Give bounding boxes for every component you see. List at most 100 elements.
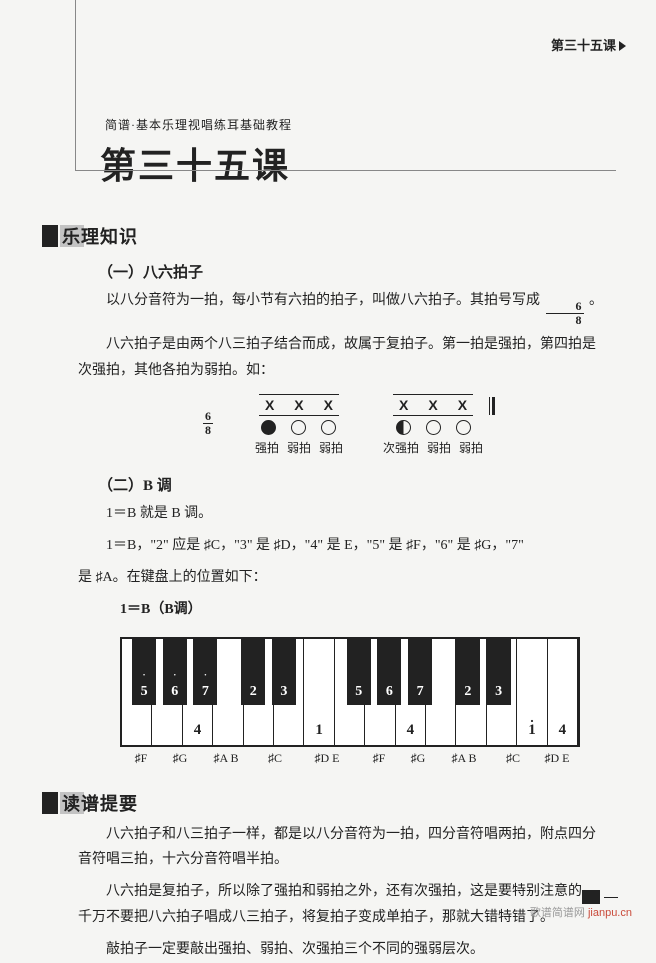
paragraph: 以八分音符为一拍，每小节有六拍的拍子，叫做八六拍子。其拍号写成 6 8 。 xyxy=(78,288,606,326)
x-row: X X X xyxy=(259,394,339,416)
rule-vertical xyxy=(75,0,76,170)
beat-group-secondary: X X X 次强拍 弱拍 弱拍 xyxy=(383,394,483,456)
black-key: 3 xyxy=(487,639,511,705)
circle-icon xyxy=(426,420,441,435)
ts-den: 8 xyxy=(203,423,213,437)
block-icon xyxy=(42,792,58,814)
section-music-theory: 乐理知识 xyxy=(42,223,616,249)
keyboard-label: ♯D E xyxy=(534,751,580,766)
black-key: 6· xyxy=(163,639,187,705)
text: 。 xyxy=(589,293,603,308)
beat-x: X xyxy=(294,397,303,413)
paragraph: 八六拍子是由两个八三拍子结合而成，故属于复拍子。第一拍是强拍，第四拍是次强拍，其… xyxy=(78,332,606,384)
key-number: 3 xyxy=(495,684,502,700)
circle-half-icon xyxy=(396,420,411,435)
key-number: 4 xyxy=(407,722,415,739)
beat-x: X xyxy=(428,397,437,413)
watermark: 歌谱简谱网 jianpu.cn xyxy=(530,904,632,920)
key-number: 7 xyxy=(202,684,209,700)
paragraph: 敲拍子一定要敲出强拍、弱拍、次强拍三个不同的强弱层次。 xyxy=(78,937,606,963)
keyboard-label: ♯A B xyxy=(198,751,254,766)
key-number: 4 xyxy=(194,722,202,739)
black-key: 7· xyxy=(193,639,217,705)
beat-label: 次强拍 xyxy=(383,439,419,456)
paragraph: 1＝B 就是 B 调。 xyxy=(78,501,606,527)
key-number: 3 xyxy=(280,684,287,700)
white-key xyxy=(213,639,243,745)
keyboard-label: ♯F xyxy=(120,751,162,766)
subheading-b-key: （二）B 调 xyxy=(98,474,616,495)
black-key: 5 xyxy=(347,639,371,705)
beat-x: X xyxy=(458,397,467,413)
beat-label: 弱拍 xyxy=(319,439,343,456)
key-number: 2 xyxy=(464,684,471,700)
paragraph: 1＝B，"2" 应是 ♯C，"3" 是 ♯D，"4" 是 E，"5" 是 ♯F，… xyxy=(78,533,606,559)
circle-filled-icon xyxy=(261,420,276,435)
watermark-text: 歌谱简谱网 xyxy=(530,907,588,919)
paragraph: 八六拍子和八三拍子一样，都是以八分音符为一拍，四分音符唱两拍，附点四分音符唱三拍… xyxy=(78,822,606,874)
rule-horizontal xyxy=(75,170,616,171)
white-key: 1 xyxy=(304,639,334,745)
text: 以八分音符为一拍，每小节有六拍的拍子，叫做八六拍子。其拍号写成 xyxy=(106,293,540,308)
circle-icon xyxy=(456,420,471,435)
ts-num: 6 xyxy=(548,300,582,313)
beat-diagram: 6 8 X X X 强拍 弱拍 弱拍 X X X xyxy=(80,394,616,456)
section-title: 读谱提要 xyxy=(62,790,138,816)
key-number: 6 xyxy=(171,684,178,700)
black-key: 3 xyxy=(272,639,296,705)
beat-label: 强拍 xyxy=(255,439,279,456)
key-number: 4 xyxy=(559,722,567,739)
label-row: 强拍 弱拍 弱拍 xyxy=(255,439,343,456)
keyboard-label: ♯C xyxy=(254,751,296,766)
keyboard-label: ♯D E xyxy=(296,751,358,766)
beat-label: 弱拍 xyxy=(287,439,311,456)
lesson-title: 第三十五课 xyxy=(100,137,616,189)
watermark-link: jianpu.cn xyxy=(588,907,632,919)
book-subtitle: 简谱·基本乐理视唱练耳基础教程 xyxy=(105,116,616,133)
square-icon xyxy=(582,890,600,904)
circle-icon xyxy=(321,420,336,435)
keyboard-label: ♯G xyxy=(162,751,198,766)
beat-x: X xyxy=(265,397,274,413)
keyboard-label: ♯A B xyxy=(436,751,492,766)
black-key: 7 xyxy=(408,639,432,705)
beat-label: 弱拍 xyxy=(427,439,451,456)
paragraph: 是 ♯A。在键盘上的位置如下： xyxy=(78,565,606,591)
time-signature: 6 8 xyxy=(203,410,213,436)
keyboard-label: ♯C xyxy=(492,751,534,766)
key-number: 7 xyxy=(417,684,424,700)
beat-x: X xyxy=(399,397,408,413)
line-icon xyxy=(604,897,618,898)
paragraph: 八六拍是复拍子，所以除了强拍和弱拍之外，还有次强拍，这是要特别注意的。千万不要把… xyxy=(78,879,606,931)
key-number: 1 xyxy=(315,722,323,739)
section-title: 乐理知识 xyxy=(62,223,138,249)
circle-row xyxy=(396,420,471,435)
key-number: 6 xyxy=(386,684,393,700)
ts-den: 8 xyxy=(546,313,584,327)
beat-label: 弱拍 xyxy=(459,439,483,456)
black-key: 2 xyxy=(456,639,480,705)
ts-num: 6 xyxy=(205,410,211,423)
label-row: 次强拍 弱拍 弱拍 xyxy=(383,439,483,456)
circle-row xyxy=(261,420,336,435)
key-label: 1＝B（B调） xyxy=(78,597,606,623)
key-number: 2 xyxy=(250,684,257,700)
double-barline-icon xyxy=(489,397,495,415)
key-number: 5 xyxy=(141,684,148,700)
black-key: 5· xyxy=(132,639,156,705)
black-key: 2 xyxy=(241,639,265,705)
section-reading-tips: 读谱提要 xyxy=(42,790,616,816)
time-signature: 6 8 xyxy=(546,300,584,326)
subheading-6-8: （一）八六拍子 xyxy=(98,261,616,282)
white-key: 1· xyxy=(517,639,547,745)
keyboard-label: ♯F xyxy=(358,751,400,766)
white-key: 4 xyxy=(548,639,578,745)
corner-badge: 第三十五课 xyxy=(551,35,626,54)
x-row: X X X xyxy=(393,394,473,416)
key-number: 5 xyxy=(355,684,362,700)
piano-diagram: 4141·45·6·7·2356723 ♯F♯G♯A B♯C♯D E♯F♯G♯A… xyxy=(120,637,616,766)
beat-group-strong: X X X 强拍 弱拍 弱拍 xyxy=(255,394,343,456)
footer-page-mark xyxy=(582,890,618,904)
circle-icon xyxy=(291,420,306,435)
keyboard-label: ♯G xyxy=(400,751,436,766)
